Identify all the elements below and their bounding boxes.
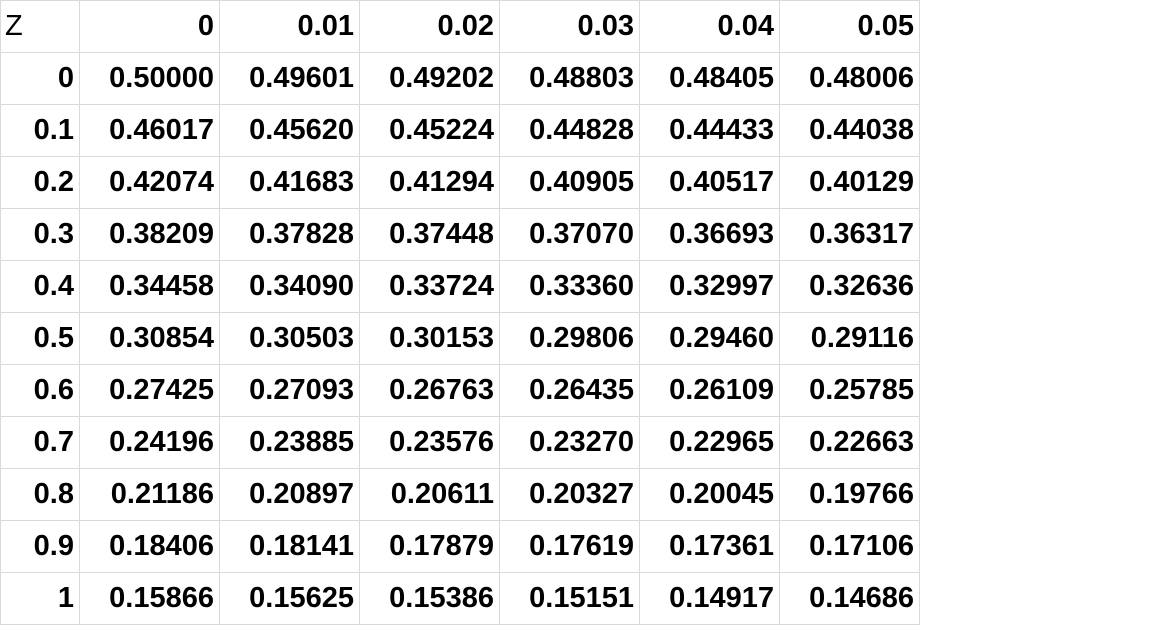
value-cell[interactable]: 0.18406 xyxy=(79,520,220,573)
row-header-cell[interactable]: 0.2 xyxy=(0,156,80,209)
column-header-cell[interactable]: 0.01 xyxy=(219,0,360,53)
value-cell[interactable]: 0.27093 xyxy=(219,364,360,417)
value-cell[interactable]: 0.30503 xyxy=(219,312,360,365)
value-cell[interactable]: 0.20327 xyxy=(499,468,640,521)
value-cell[interactable]: 0.41683 xyxy=(219,156,360,209)
value-cell[interactable]: 0.33724 xyxy=(359,260,500,313)
value-cell[interactable]: 0.20897 xyxy=(219,468,360,521)
value-cell[interactable]: 0.40905 xyxy=(499,156,640,209)
table-row: 1 0.15866 0.15625 0.15386 0.15151 0.14917 0.14… xyxy=(0,572,920,625)
value-cell[interactable]: 0.23270 xyxy=(499,416,640,469)
value-cell[interactable]: 0.25785 xyxy=(779,364,920,417)
value-cell[interactable]: 0.15866 xyxy=(79,572,220,625)
table-row: 0.8 0.21186 0.20897 0.20611 0.20327 0.20045 0.… xyxy=(0,468,920,521)
header-row: Z 0 0.01 0.02 0.03 0.04 0.05 xyxy=(0,0,920,53)
row-header-cell[interactable]: 1 xyxy=(0,572,80,625)
value-cell[interactable]: 0.15386 xyxy=(359,572,500,625)
value-cell[interactable]: 0.40129 xyxy=(779,156,920,209)
value-cell[interactable]: 0.44433 xyxy=(639,104,780,157)
value-cell[interactable]: 0.23576 xyxy=(359,416,500,469)
value-cell[interactable]: 0.22965 xyxy=(639,416,780,469)
value-cell[interactable]: 0.41294 xyxy=(359,156,500,209)
value-cell[interactable]: 0.44828 xyxy=(499,104,640,157)
value-cell[interactable]: 0.37070 xyxy=(499,208,640,261)
value-cell[interactable]: 0.36693 xyxy=(639,208,780,261)
row-header-cell[interactable]: 0.8 xyxy=(0,468,80,521)
value-cell[interactable]: 0.46017 xyxy=(79,104,220,157)
value-cell[interactable]: 0.32997 xyxy=(639,260,780,313)
value-cell[interactable]: 0.15151 xyxy=(499,572,640,625)
value-cell[interactable]: 0.15625 xyxy=(219,572,360,625)
value-cell[interactable]: 0.21186 xyxy=(79,468,220,521)
value-cell[interactable]: 0.48803 xyxy=(499,52,640,105)
value-cell[interactable]: 0.26763 xyxy=(359,364,500,417)
value-cell[interactable]: 0.29116 xyxy=(779,312,920,365)
value-cell[interactable]: 0.30854 xyxy=(79,312,220,365)
value-cell[interactable]: 0.48006 xyxy=(779,52,920,105)
row-header-cell[interactable]: 0.4 xyxy=(0,260,80,313)
value-cell[interactable]: 0.20611 xyxy=(359,468,500,521)
column-header-cell[interactable]: 0.02 xyxy=(359,0,500,53)
value-cell[interactable]: 0.30153 xyxy=(359,312,500,365)
table-row: 0.4 0.34458 0.34090 0.33724 0.33360 0.32997 0.… xyxy=(0,260,920,313)
row-header-cell[interactable]: 0.9 xyxy=(0,520,80,573)
row-header-cell[interactable]: 0.1 xyxy=(0,104,80,157)
value-cell[interactable]: 0.14917 xyxy=(639,572,780,625)
value-cell[interactable]: 0.26435 xyxy=(499,364,640,417)
value-cell[interactable]: 0.45620 xyxy=(219,104,360,157)
value-cell[interactable]: 0.26109 xyxy=(639,364,780,417)
table-row: 0.2 0.42074 0.41683 0.41294 0.40905 0.40517 0.… xyxy=(0,156,920,209)
column-header-cell[interactable]: 0.03 xyxy=(499,0,640,53)
value-cell[interactable]: 0.33360 xyxy=(499,260,640,313)
value-cell[interactable]: 0.44038 xyxy=(779,104,920,157)
value-cell[interactable]: 0.23885 xyxy=(219,416,360,469)
value-cell[interactable]: 0.27425 xyxy=(79,364,220,417)
row-header-cell[interactable]: 0.5 xyxy=(0,312,80,365)
row-header-cell[interactable]: 0 xyxy=(0,52,80,105)
value-cell[interactable]: 0.45224 xyxy=(359,104,500,157)
value-cell[interactable]: 0.20045 xyxy=(639,468,780,521)
table-row: 0.1 0.46017 0.45620 0.45224 0.44828 0.44433 0.… xyxy=(0,104,920,157)
column-header-cell[interactable]: 0 xyxy=(79,0,220,53)
row-header-cell[interactable]: 0.7 xyxy=(0,416,80,469)
table-row: 0.6 0.27425 0.27093 0.26763 0.26435 0.26109 0.… xyxy=(0,364,920,417)
column-header-cell[interactable]: 0.05 xyxy=(779,0,920,53)
row-header-cell[interactable]: 0.3 xyxy=(0,208,80,261)
value-cell[interactable]: 0.37828 xyxy=(219,208,360,261)
table-row: 0.7 0.24196 0.23885 0.23576 0.23270 0.22965 0.… xyxy=(0,416,920,469)
value-cell[interactable]: 0.32636 xyxy=(779,260,920,313)
value-cell[interactable]: 0.37448 xyxy=(359,208,500,261)
z-table: Z 0 0.01 0.02 0.03 0.04 0.05 0 0.50000 0.4… xyxy=(0,0,920,625)
value-cell[interactable]: 0.34458 xyxy=(79,260,220,313)
value-cell[interactable]: 0.40517 xyxy=(639,156,780,209)
table-row: 0 0.50000 0.49601 0.49202 0.48803 0.48405 0.48… xyxy=(0,52,920,105)
value-cell[interactable]: 0.22663 xyxy=(779,416,920,469)
value-cell[interactable]: 0.17879 xyxy=(359,520,500,573)
value-cell[interactable]: 0.14686 xyxy=(779,572,920,625)
value-cell[interactable]: 0.36317 xyxy=(779,208,920,261)
table-row: 0.3 0.38209 0.37828 0.37448 0.37070 0.36693 0.… xyxy=(0,208,920,261)
value-cell[interactable]: 0.17106 xyxy=(779,520,920,573)
value-cell[interactable]: 0.34090 xyxy=(219,260,360,313)
value-cell[interactable]: 0.19766 xyxy=(779,468,920,521)
value-cell[interactable]: 0.49601 xyxy=(219,52,360,105)
value-cell[interactable]: 0.29460 xyxy=(639,312,780,365)
table-row: 0.9 0.18406 0.18141 0.17879 0.17619 0.17361 0.… xyxy=(0,520,920,573)
value-cell[interactable]: 0.17619 xyxy=(499,520,640,573)
value-cell[interactable]: 0.49202 xyxy=(359,52,500,105)
value-cell[interactable]: 0.48405 xyxy=(639,52,780,105)
table-row: 0.5 0.30854 0.30503 0.30153 0.29806 0.29460 0.… xyxy=(0,312,920,365)
value-cell[interactable]: 0.18141 xyxy=(219,520,360,573)
column-header-cell[interactable]: 0.04 xyxy=(639,0,780,53)
value-cell[interactable]: 0.24196 xyxy=(79,416,220,469)
value-cell[interactable]: 0.38209 xyxy=(79,208,220,261)
value-cell[interactable]: 0.50000 xyxy=(79,52,220,105)
row-header-cell[interactable]: 0.6 xyxy=(0,364,80,417)
value-cell[interactable]: 0.29806 xyxy=(499,312,640,365)
corner-cell[interactable]: Z xyxy=(0,0,80,53)
value-cell[interactable]: 0.17361 xyxy=(639,520,780,573)
value-cell[interactable]: 0.42074 xyxy=(79,156,220,209)
